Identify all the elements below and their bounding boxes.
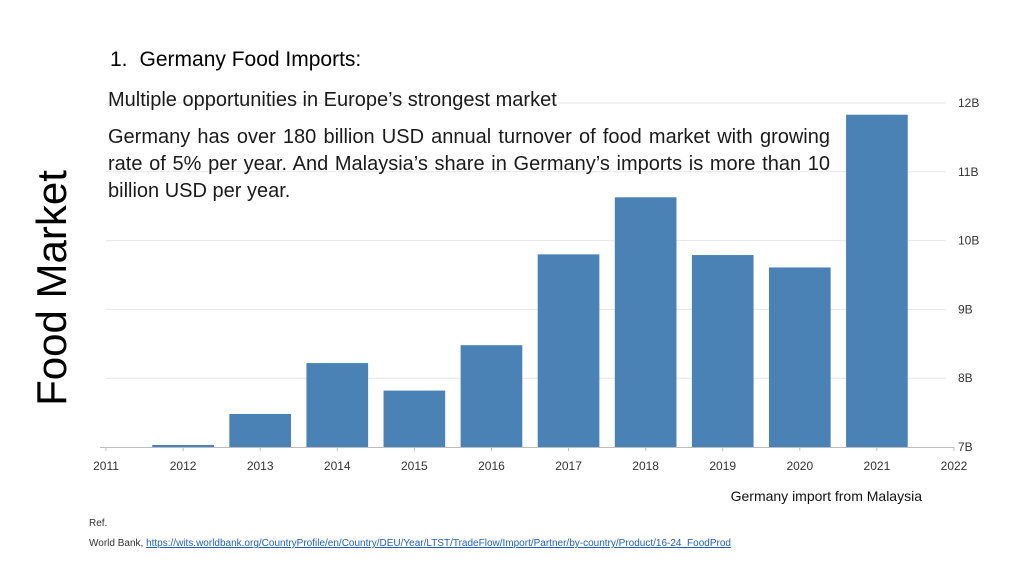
x-tick-label: 2012 <box>170 459 197 473</box>
chart-bars <box>152 114 908 448</box>
x-tick-label: 2015 <box>401 459 428 473</box>
x-tick-label: 2022 <box>941 459 968 473</box>
bar-2018 <box>614 197 677 447</box>
bar-2021 <box>846 114 908 448</box>
bar-2017 <box>537 254 600 447</box>
y-tick-label: 11B <box>958 165 978 179</box>
y-tick-label: 9B <box>958 302 973 316</box>
x-tick-label: 2014 <box>324 459 351 473</box>
bar-2015 <box>383 390 446 447</box>
x-tick-label: 2019 <box>709 459 736 473</box>
bar-2020 <box>768 267 831 447</box>
section-heading: 1. Germany Food Imports: <box>110 48 361 72</box>
reference-line: World Bank, https://wits.worldbank.org/C… <box>89 538 731 549</box>
x-tick-label: 2017 <box>555 459 582 473</box>
x-tick-label: 2016 <box>478 459 505 473</box>
bar-2019 <box>691 255 754 447</box>
heading-text: Germany Food Imports: <box>139 48 362 71</box>
reference-label: Ref. <box>89 518 108 529</box>
bar-2012 <box>152 444 214 447</box>
x-tick-label: 2021 <box>864 459 891 473</box>
reference-link[interactable]: https://wits.worldbank.org/CountryProfil… <box>146 538 731 549</box>
y-tick-label: 7B <box>958 440 973 454</box>
chart-axes: 7B 8B 9B 10B 11B 12B 2011 2012 2013 2014 2015 2016 2… <box>93 96 979 473</box>
subheading: Multiple opportunities in Europe’s stron… <box>108 89 557 111</box>
x-tick-label: 2020 <box>786 459 813 473</box>
bar-2013 <box>229 413 292 447</box>
heading-number: 1. <box>110 48 128 71</box>
bar-2016 <box>460 345 523 447</box>
description-paragraph: Germany has over 180 billion USD annual … <box>108 126 830 202</box>
y-tick-label: 8B <box>958 371 973 385</box>
x-tick-label: 2013 <box>247 459 274 473</box>
bar-2014 <box>306 363 369 447</box>
x-tick-label: 2011 <box>93 459 119 473</box>
chart-caption: Germany import from Malaysia <box>730 488 922 504</box>
reference-source: World Bank, <box>89 538 147 549</box>
x-tick-label: 2018 <box>632 459 659 473</box>
y-tick-label: 10B <box>958 234 979 248</box>
y-tick-label: 12B <box>958 96 979 110</box>
